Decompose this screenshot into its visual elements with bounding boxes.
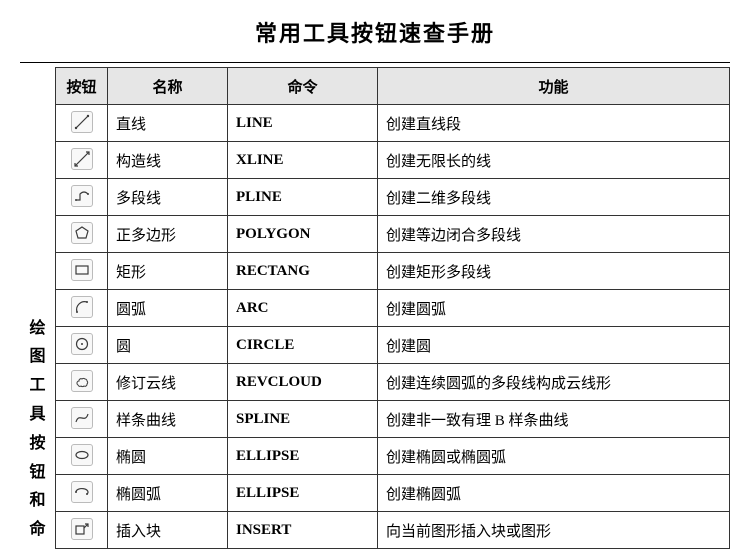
xline-icon: [71, 148, 93, 170]
command-cell: REVCLOUD: [228, 364, 378, 401]
table-row: 修订云线REVCLOUD创建连续圆弧的多段线构成云线形: [56, 364, 730, 401]
section-label-char: 命: [29, 516, 45, 545]
command-cell: RECTANG: [228, 253, 378, 290]
description-cell: 创建椭圆或椭圆弧: [378, 438, 730, 475]
description-cell: 创建连续圆弧的多段线构成云线形: [378, 364, 730, 401]
section-label-char: 钮: [29, 459, 45, 488]
description-cell: 向当前图形插入块或图形: [378, 512, 730, 549]
icon-cell: [56, 105, 108, 142]
icon-cell: [56, 475, 108, 512]
table-row: 椭圆ELLIPSE创建椭圆或椭圆弧: [56, 438, 730, 475]
command-cell: PLINE: [228, 179, 378, 216]
section-label-char: 按: [29, 430, 45, 459]
description-cell: 创建圆弧: [378, 290, 730, 327]
name-cell: 椭圆弧: [108, 475, 228, 512]
icon-cell: [56, 179, 108, 216]
line-icon: [71, 111, 93, 133]
description-cell: 创建直线段: [378, 105, 730, 142]
tool-table: 按钮 名称 命令 功能 直线LINE创建直线段构造线XLINE创建无限长的线多段…: [55, 67, 730, 549]
revcloud-icon: [71, 370, 93, 392]
command-cell: XLINE: [228, 142, 378, 179]
circle-icon: [71, 333, 93, 355]
description-cell: 创建圆: [378, 327, 730, 364]
table-row: 圆弧ARC创建圆弧: [56, 290, 730, 327]
section-label-char: 具: [29, 401, 45, 430]
table-header-row: 按钮 名称 命令 功能: [56, 68, 730, 105]
command-cell: LINE: [228, 105, 378, 142]
table-row: 圆CIRCLE创建圆: [56, 327, 730, 364]
icon-cell: [56, 290, 108, 327]
section-label-char: 绘: [29, 315, 45, 344]
icon-cell: [56, 327, 108, 364]
name-cell: 样条曲线: [108, 401, 228, 438]
command-cell: ARC: [228, 290, 378, 327]
icon-cell: [56, 401, 108, 438]
col-desc: 功能: [378, 68, 730, 105]
col-cmd: 命令: [228, 68, 378, 105]
table-row: 多段线PLINE创建二维多段线: [56, 179, 730, 216]
pline-icon: [71, 185, 93, 207]
table-row: 样条曲线SPLINE创建非一致有理 B 样条曲线: [56, 401, 730, 438]
command-cell: SPLINE: [228, 401, 378, 438]
name-cell: 修订云线: [108, 364, 228, 401]
polygon-icon: [71, 222, 93, 244]
table-row: 矩形RECTANG创建矩形多段线: [56, 253, 730, 290]
name-cell: 正多边形: [108, 216, 228, 253]
command-cell: ELLIPSE: [228, 438, 378, 475]
name-cell: 圆弧: [108, 290, 228, 327]
name-cell: 圆: [108, 327, 228, 364]
description-cell: 创建矩形多段线: [378, 253, 730, 290]
name-cell: 构造线: [108, 142, 228, 179]
command-cell: CIRCLE: [228, 327, 378, 364]
icon-cell: [56, 216, 108, 253]
section-label-char: 和: [29, 487, 45, 516]
section-label-vertical: 绘图工具按钮和命: [20, 67, 55, 549]
table-row: 构造线XLINE创建无限长的线: [56, 142, 730, 179]
description-cell: 创建二维多段线: [378, 179, 730, 216]
table-row: 椭圆弧ELLIPSE创建椭圆弧: [56, 475, 730, 512]
command-cell: ELLIPSE: [228, 475, 378, 512]
arc-icon: [71, 296, 93, 318]
table-row: 插入块INSERT向当前图形插入块或图形: [56, 512, 730, 549]
ellipse-icon: [71, 444, 93, 466]
description-cell: 创建无限长的线: [378, 142, 730, 179]
table-row: 直线LINE创建直线段: [56, 105, 730, 142]
icon-cell: [56, 438, 108, 475]
icon-cell: [56, 512, 108, 549]
spline-icon: [71, 407, 93, 429]
command-cell: INSERT: [228, 512, 378, 549]
ellipsearc-icon: [71, 481, 93, 503]
name-cell: 椭圆: [108, 438, 228, 475]
icon-cell: [56, 364, 108, 401]
description-cell: 创建等边闭合多段线: [378, 216, 730, 253]
name-cell: 矩形: [108, 253, 228, 290]
table-row: 正多边形POLYGON创建等边闭合多段线: [56, 216, 730, 253]
page-title: 常用工具按钮速查手册: [20, 16, 730, 48]
top-rule: [20, 62, 730, 63]
icon-cell: [56, 253, 108, 290]
rectang-icon: [71, 259, 93, 281]
command-cell: POLYGON: [228, 216, 378, 253]
section-label-char: 图: [29, 343, 45, 372]
description-cell: 创建椭圆弧: [378, 475, 730, 512]
name-cell: 多段线: [108, 179, 228, 216]
insert-icon: [71, 518, 93, 540]
col-icon: 按钮: [56, 68, 108, 105]
name-cell: 直线: [108, 105, 228, 142]
name-cell: 插入块: [108, 512, 228, 549]
section-label-char: 工: [29, 372, 45, 401]
icon-cell: [56, 142, 108, 179]
col-name: 名称: [108, 68, 228, 105]
description-cell: 创建非一致有理 B 样条曲线: [378, 401, 730, 438]
